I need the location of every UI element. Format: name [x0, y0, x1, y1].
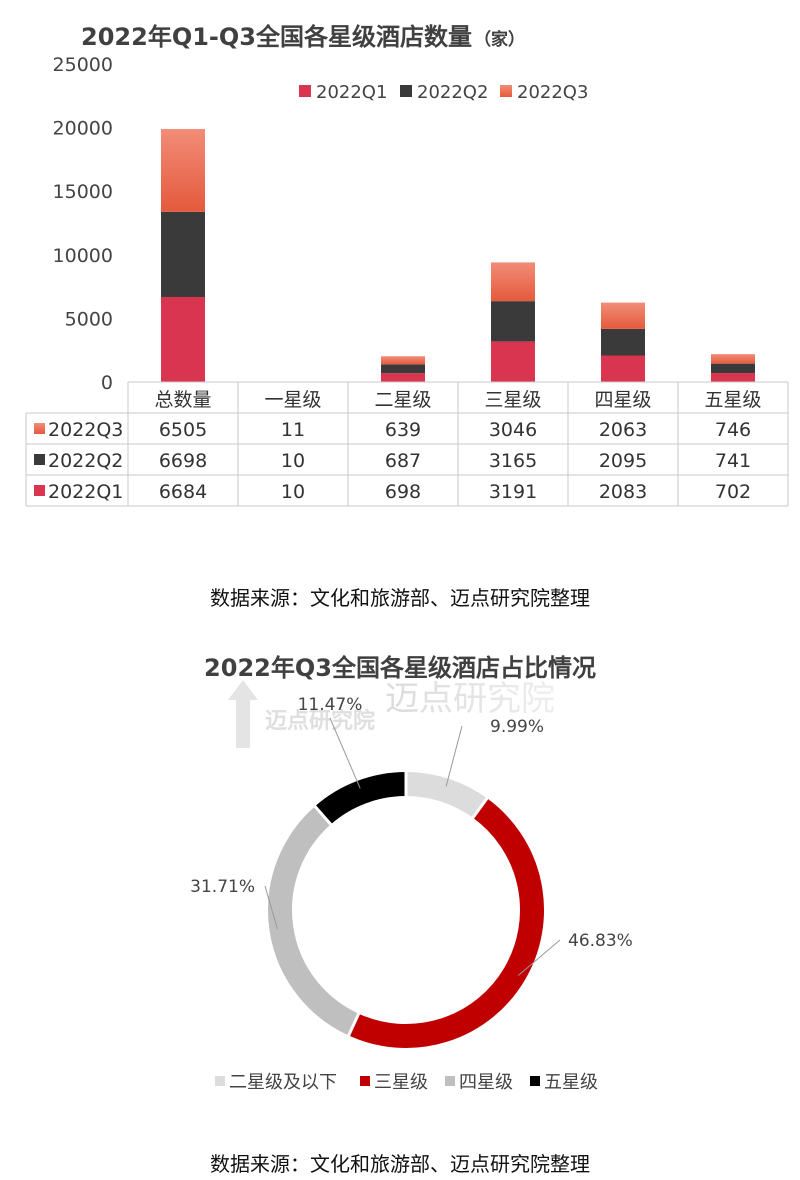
- watermark-logo-peak-icon: [228, 680, 258, 700]
- bar-2022Q2-0: [161, 211, 205, 297]
- table-cell-value: 6505: [159, 419, 207, 441]
- table-cell-value: 10: [281, 450, 305, 472]
- y-axis: 0 5000 10000 15000 20000 25000: [53, 54, 113, 394]
- y-tick-label: 20000: [53, 118, 113, 140]
- table-series-label: 2022Q2: [48, 450, 123, 472]
- table-cell-value: 3191: [489, 481, 537, 503]
- bar-2022Q2-4: [601, 328, 645, 356]
- bar-chart-title: 2022年Q1-Q3全国各星级酒店数量: [81, 23, 472, 51]
- table-cell-value: 746: [715, 419, 751, 441]
- legend-swatch-2022Q2: [400, 85, 412, 97]
- source-note-2: 数据来源：文化和旅游部、迈点研究院整理: [210, 1152, 590, 1176]
- category-label: 一星级: [264, 389, 321, 411]
- y-tick-label: 25000: [53, 54, 113, 76]
- table-cell-value: 2063: [599, 419, 647, 441]
- donut-legend-swatch: [445, 1076, 455, 1086]
- bar-chart-title-unit: （家）: [474, 29, 525, 50]
- bar-2022Q3-4: [601, 302, 645, 329]
- legend-label-2022Q3: 2022Q3: [517, 82, 588, 103]
- watermark-text-large: 迈点研究院: [385, 679, 555, 719]
- watermark: 迈点研究院 迈点研究院: [228, 679, 555, 748]
- donut-legend-label: 二星级及以下: [229, 1072, 337, 1093]
- category-label: 二星级: [374, 389, 431, 411]
- bar-2022Q2-2: [381, 364, 425, 374]
- bar-2022Q1-2: [381, 373, 425, 382]
- donut-legend-swatch: [360, 1076, 370, 1086]
- bar-2022Q1-3: [491, 341, 535, 382]
- donut-value-label: 9.99%: [490, 717, 544, 737]
- table-swatch-2022Q1: [34, 485, 45, 496]
- bar-marks: [161, 129, 755, 383]
- data-table: 总数量 一星级 二星级 三星级 四星级 五星级 2022Q3 6505 11 639 3046 206…: [25, 381, 789, 507]
- donut-legend-label: 三星级: [374, 1072, 428, 1093]
- table-swatch-2022Q3: [34, 423, 45, 434]
- donut-legend-swatch: [530, 1076, 540, 1086]
- bar-2022Q3-3: [491, 262, 535, 302]
- y-tick-label: 0: [101, 372, 113, 394]
- donut-legend-swatch: [215, 1076, 225, 1086]
- bar-2022Q1-0: [161, 296, 205, 382]
- category-label: 总数量: [154, 389, 211, 411]
- y-tick-label: 15000: [53, 181, 113, 203]
- table-cell-value: 6684: [159, 481, 207, 503]
- donut-value-label: 11.47%: [298, 695, 363, 715]
- donut-gap: [313, 804, 333, 827]
- legend-swatch-2022Q1: [299, 85, 311, 97]
- table-cell-value: 3046: [489, 419, 537, 441]
- bar-2022Q2-3: [491, 301, 535, 342]
- donut-slice-2: [268, 806, 359, 1036]
- bar-2022Q3-0: [161, 129, 205, 212]
- table-cell-value: 698: [385, 481, 421, 503]
- leader-line: [445, 725, 463, 787]
- table-series-label: 2022Q1: [48, 481, 123, 503]
- donut-gap: [346, 1012, 361, 1038]
- donut-slice-0: [405, 772, 488, 818]
- donut-slice-3: [314, 772, 407, 825]
- table-swatch-2022Q2: [34, 454, 45, 465]
- table-cell-value: 639: [385, 419, 421, 441]
- table-cell-value: 2095: [599, 450, 647, 472]
- bar-legend: 2022Q1 2022Q2 2022Q3: [299, 82, 588, 103]
- bar-2022Q1-5: [711, 373, 755, 382]
- bar-2022Q3-2: [381, 356, 425, 365]
- donut-legend-label: 四星级: [459, 1072, 513, 1093]
- y-tick-label: 5000: [65, 308, 113, 330]
- legend-swatch-2022Q3: [500, 85, 512, 97]
- watermark-logo-icon: [236, 690, 250, 748]
- legend-label-2022Q2: 2022Q2: [417, 82, 488, 103]
- legend-label-2022Q1: 2022Q1: [316, 82, 387, 103]
- y-tick-label: 10000: [53, 245, 113, 267]
- table-cell-value: 3165: [489, 450, 537, 472]
- donut-slice-1: [348, 798, 544, 1048]
- donut-legend-label: 五星级: [544, 1072, 598, 1093]
- donut-legend: 二星级及以下 三星级 四星级 五星级: [215, 1072, 598, 1093]
- table-cell-value: 741: [715, 450, 751, 472]
- donut-value-label: 31.71%: [190, 877, 255, 897]
- table-cell-value: 2083: [599, 481, 647, 503]
- leader-line: [264, 885, 278, 930]
- category-label: 四星级: [594, 389, 651, 411]
- watermark-text: 迈点研究院: [265, 708, 375, 734]
- table-cell-value: 10: [281, 481, 305, 503]
- table-cell-value: 702: [715, 481, 751, 503]
- donut-chart-title: 2022年Q3全国各星级酒店占比情况: [204, 654, 596, 682]
- table-cell-value: 6698: [159, 450, 207, 472]
- donut-chart: 迈点研究院 迈点研究院 2022年Q3全国各星级酒店占比情况 9.99% 46.8…: [190, 654, 633, 1093]
- table-cell-value: 687: [385, 450, 421, 472]
- table-series-label: 2022Q3: [48, 419, 123, 441]
- stacked-bar-chart: 2022年Q1-Q3全国各星级酒店数量 （家） 2022Q1 2022Q2 2022…: [25, 23, 789, 507]
- donut-labels: 9.99% 46.83% 31.71% 11.47%: [190, 695, 633, 976]
- donut-gap: [471, 796, 489, 820]
- category-label: 三星级: [484, 389, 541, 411]
- donut-value-label: 46.83%: [568, 931, 633, 951]
- leader-line: [329, 717, 361, 789]
- leader-line: [517, 939, 561, 976]
- bar-2022Q2-5: [711, 363, 755, 374]
- donut-slices: [268, 771, 544, 1048]
- table-cell-value: 11: [281, 419, 305, 441]
- bar-2022Q3-5: [711, 354, 755, 364]
- source-note-1: 数据来源：文化和旅游部、迈点研究院整理: [210, 586, 590, 610]
- category-label: 五星级: [704, 389, 761, 411]
- bar-2022Q1-4: [601, 355, 645, 382]
